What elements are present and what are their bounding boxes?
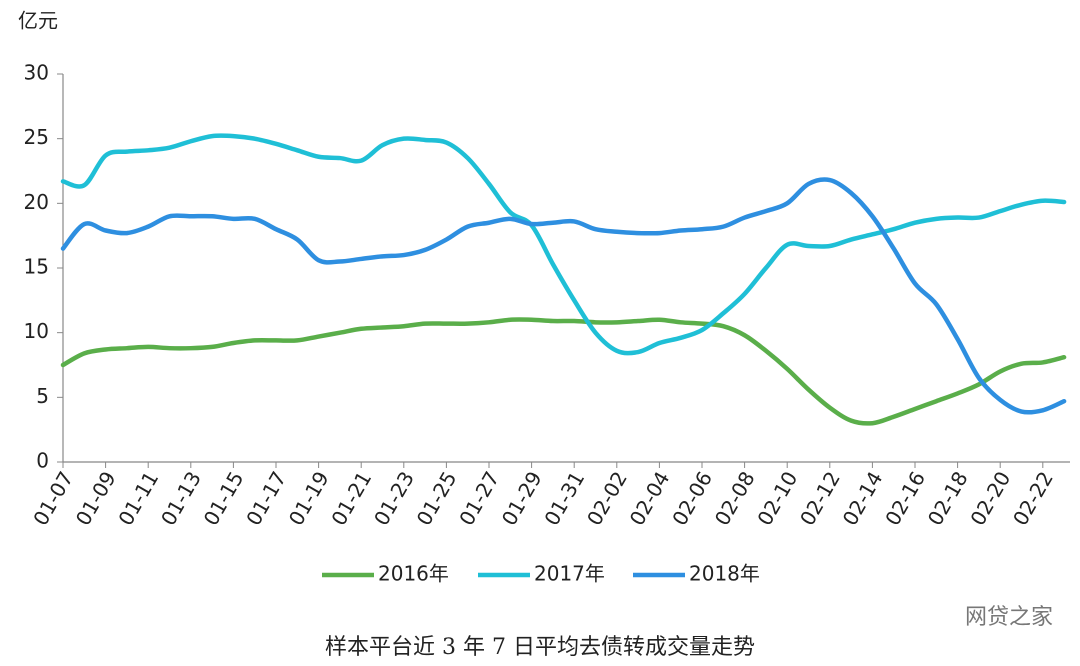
- x-tick-label: 01-23: [369, 467, 419, 529]
- legend-label: 2018年: [689, 562, 760, 586]
- y-axis-label: 亿元: [18, 9, 58, 33]
- x-tick-label: 01-25: [412, 467, 462, 529]
- x-tick-label: 02-08: [710, 467, 760, 529]
- legend-label: 2016年: [378, 562, 449, 586]
- x-tick-label: 01-27: [454, 467, 504, 529]
- x-tick-label: 02-18: [923, 467, 973, 529]
- x-tick-label: 01-21: [326, 467, 376, 529]
- y-tick-label: 25: [24, 125, 49, 149]
- chart-title: 样本平台近 3 年 7 日平均去债转成交量走势: [325, 635, 755, 660]
- line: [60, 133, 1067, 356]
- x-tick-label: 01-17: [241, 467, 291, 529]
- y-tick-label: 5: [36, 384, 49, 408]
- x-tick-label: 02-12: [795, 467, 845, 529]
- watermark: 网贷之家: [965, 605, 1053, 630]
- x-tick-label: 02-06: [667, 467, 717, 529]
- y-tick-label: 30: [24, 61, 49, 85]
- x-tick-label: 01-13: [156, 467, 206, 529]
- x-tick-label: 02-20: [965, 467, 1015, 529]
- x-tick-label: 02-16: [880, 467, 930, 529]
- y-tick-label: 15: [24, 255, 49, 279]
- y-tick-label: 20: [24, 190, 49, 214]
- legend-label: 2017年: [534, 562, 605, 586]
- x-tick-label: 01-15: [199, 467, 249, 529]
- x-tick-label: 02-10: [752, 467, 802, 529]
- x-tick-label: 01-19: [284, 467, 334, 529]
- x-tick-label: 02-22: [1008, 467, 1058, 529]
- y-tick-label: 0: [36, 449, 49, 473]
- line: [60, 317, 1067, 426]
- x-tick-label: 01-09: [71, 467, 121, 529]
- y-tick-label: 10: [24, 319, 49, 343]
- x-tick-label: 02-04: [625, 467, 675, 529]
- x-tick-label: 01-31: [539, 467, 589, 529]
- line: [60, 177, 1067, 415]
- x-tick-label: 02-14: [838, 467, 888, 529]
- x-tick-label: 01-11: [113, 467, 163, 529]
- x-tick-label: 01-07: [28, 467, 78, 529]
- x-tick-label: 02-02: [582, 467, 632, 529]
- x-tick-label: 01-29: [497, 467, 547, 529]
